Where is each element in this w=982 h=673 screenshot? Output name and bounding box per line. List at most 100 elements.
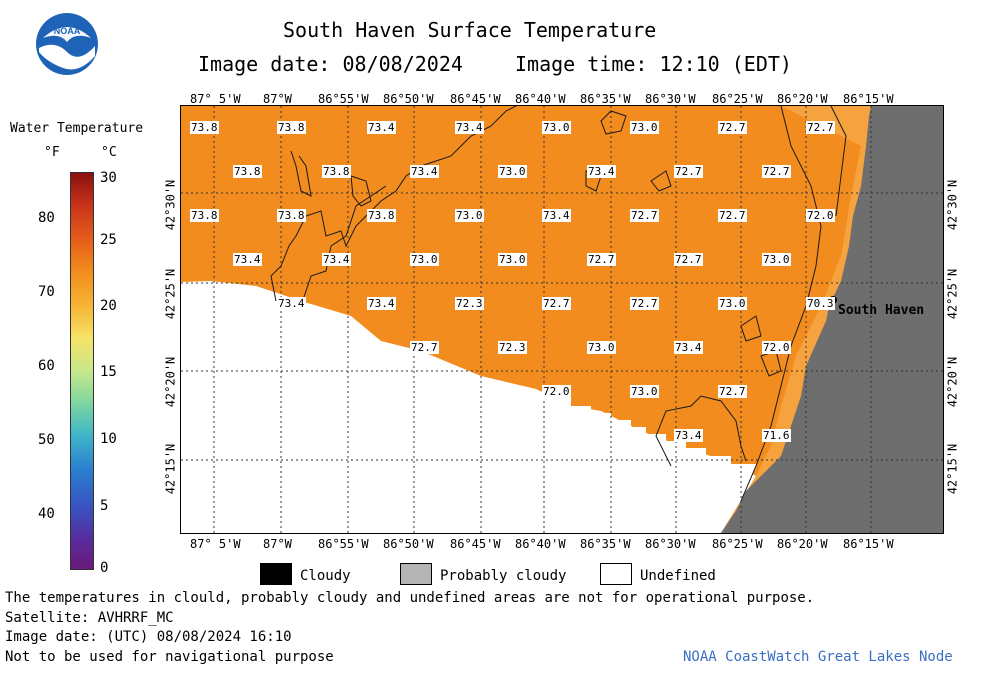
latitude-label: 42°30'N <box>163 179 178 231</box>
celsius-tick: 15 <box>100 364 117 380</box>
temperature-label: 73.0 <box>498 165 527 178</box>
celsius-tick: 0 <box>100 560 109 576</box>
temperature-label: 73.4 <box>367 297 396 310</box>
longitude-label: 86°40'W <box>515 92 566 106</box>
longitude-label: 86°25'W <box>712 92 763 106</box>
temperature-label: 72.7 <box>674 253 703 266</box>
celsius-tick: 20 <box>100 298 117 314</box>
longitude-label: 87° 5'W <box>190 92 241 106</box>
navigation-warning: Not to be used for navigational purpose <box>5 649 334 665</box>
latitude-label: 42°25'N <box>163 268 178 320</box>
longitude-label: 86°15'W <box>843 92 894 106</box>
temperature-label: 73.8 <box>277 209 306 222</box>
temperature-label: 72.7 <box>674 165 703 178</box>
undefined-swatch <box>600 563 632 585</box>
satellite-text: Satellite: AVHRRF_MC <box>5 610 174 626</box>
longitude-label: 87°W <box>263 537 292 551</box>
longitude-label: 86°35'W <box>580 537 631 551</box>
celsius-tick: 30 <box>100 170 117 186</box>
longitude-label: 86°30'W <box>645 537 696 551</box>
temperature-label: 73.4 <box>674 429 703 442</box>
longitude-label: 86°35'W <box>580 92 631 106</box>
longitude-label: 86°15'W <box>843 537 894 551</box>
longitude-label: 86°40'W <box>515 537 566 551</box>
temperature-label: 73.8 <box>367 209 396 222</box>
temperature-label: 72.7 <box>806 121 835 134</box>
latitude-label: 42°20'N <box>945 356 960 408</box>
fahrenheit-tick: 50 <box>38 432 55 448</box>
probably-cloudy-label: Probably cloudy <box>440 568 567 584</box>
longitude-label: 86°50'W <box>383 92 434 106</box>
temperature-label: 72.7 <box>630 209 659 222</box>
temperature-label: 72.0 <box>806 209 835 222</box>
temperature-label: 73.4 <box>233 253 262 266</box>
temperature-label: 73.4 <box>587 165 616 178</box>
latitude-label: 42°30'N <box>945 179 960 231</box>
latitude-label: 42°15'N <box>945 443 960 495</box>
celsius-tick: 25 <box>100 232 117 248</box>
noaa-logo: NOAA <box>35 12 99 76</box>
longitude-label: 86°50'W <box>383 537 434 551</box>
temperature-label: 73.4 <box>277 297 306 310</box>
map-canvas <box>181 106 943 533</box>
temperature-label: 72.7 <box>718 209 747 222</box>
image-date: Image date: 08/08/2024 <box>198 52 463 76</box>
temperature-label: 73.4 <box>542 209 571 222</box>
unit-celsius: °C <box>101 145 117 160</box>
colorbar <box>70 172 94 570</box>
longitude-label: 87° 5'W <box>190 537 241 551</box>
temperature-label: 73.0 <box>498 253 527 266</box>
temperature-label: 73.0 <box>455 209 484 222</box>
probably-cloudy-swatch <box>400 563 432 585</box>
cloudy-swatch <box>260 563 292 585</box>
temperature-label: 72.7 <box>410 341 439 354</box>
temperature-label: 73.0 <box>587 341 616 354</box>
temperature-label: 72.0 <box>762 341 791 354</box>
temperature-label: 73.4 <box>455 121 484 134</box>
longitude-label: 86°45'W <box>450 537 501 551</box>
fahrenheit-tick: 60 <box>38 358 55 374</box>
temperature-label: 73.0 <box>718 297 747 310</box>
temperature-label: 73.0 <box>542 121 571 134</box>
temperature-label: 70.3 <box>806 297 835 310</box>
temperature-label: 73.8 <box>233 165 262 178</box>
longitude-label: 86°55'W <box>318 537 369 551</box>
temperature-label: 73.4 <box>674 341 703 354</box>
temperature-label: 73.4 <box>322 253 351 266</box>
celsius-tick: 10 <box>100 431 117 447</box>
temperature-label: 72.7 <box>587 253 616 266</box>
latitude-label: 42°20'N <box>163 356 178 408</box>
temperature-label: 72.3 <box>498 341 527 354</box>
longitude-label: 86°45'W <box>450 92 501 106</box>
temperature-label: 73.8 <box>322 165 351 178</box>
logo-text: NOAA <box>54 26 81 36</box>
latitude-label: 42°25'N <box>945 268 960 320</box>
longitude-label: 87°W <box>263 92 292 106</box>
undefined-label: Undefined <box>640 568 716 584</box>
fahrenheit-tick: 70 <box>38 284 55 300</box>
image-time: Image time: 12:10 (EDT) <box>515 52 792 76</box>
map-frame <box>180 105 944 534</box>
longitude-label: 86°20'W <box>777 92 828 106</box>
temperature-label: 72.7 <box>630 297 659 310</box>
temperature-label: 72.0 <box>542 385 571 398</box>
temperature-label: 72.7 <box>762 165 791 178</box>
temperature-label: 73.0 <box>410 253 439 266</box>
temperature-label: 72.3 <box>455 297 484 310</box>
cloudy-label: Cloudy <box>300 568 351 584</box>
fahrenheit-tick: 40 <box>38 506 55 522</box>
fahrenheit-tick: 80 <box>38 210 55 226</box>
temperature-label: 73.4 <box>367 121 396 134</box>
michigan-land <box>721 106 943 533</box>
undefined-area <box>181 282 756 533</box>
temperature-label: 73.8 <box>190 209 219 222</box>
temperature-label: 73.0 <box>630 121 659 134</box>
unit-fahrenheit: °F <box>44 145 60 160</box>
credit-text: NOAA CoastWatch Great Lakes Node <box>683 649 953 665</box>
temperature-label: 73.8 <box>277 121 306 134</box>
longitude-label: 86°55'W <box>318 92 369 106</box>
latitude-label: 42°15'N <box>163 443 178 495</box>
temperature-label: 73.0 <box>762 253 791 266</box>
temperature-label: 71.6 <box>762 429 791 442</box>
celsius-tick: 5 <box>100 498 109 514</box>
